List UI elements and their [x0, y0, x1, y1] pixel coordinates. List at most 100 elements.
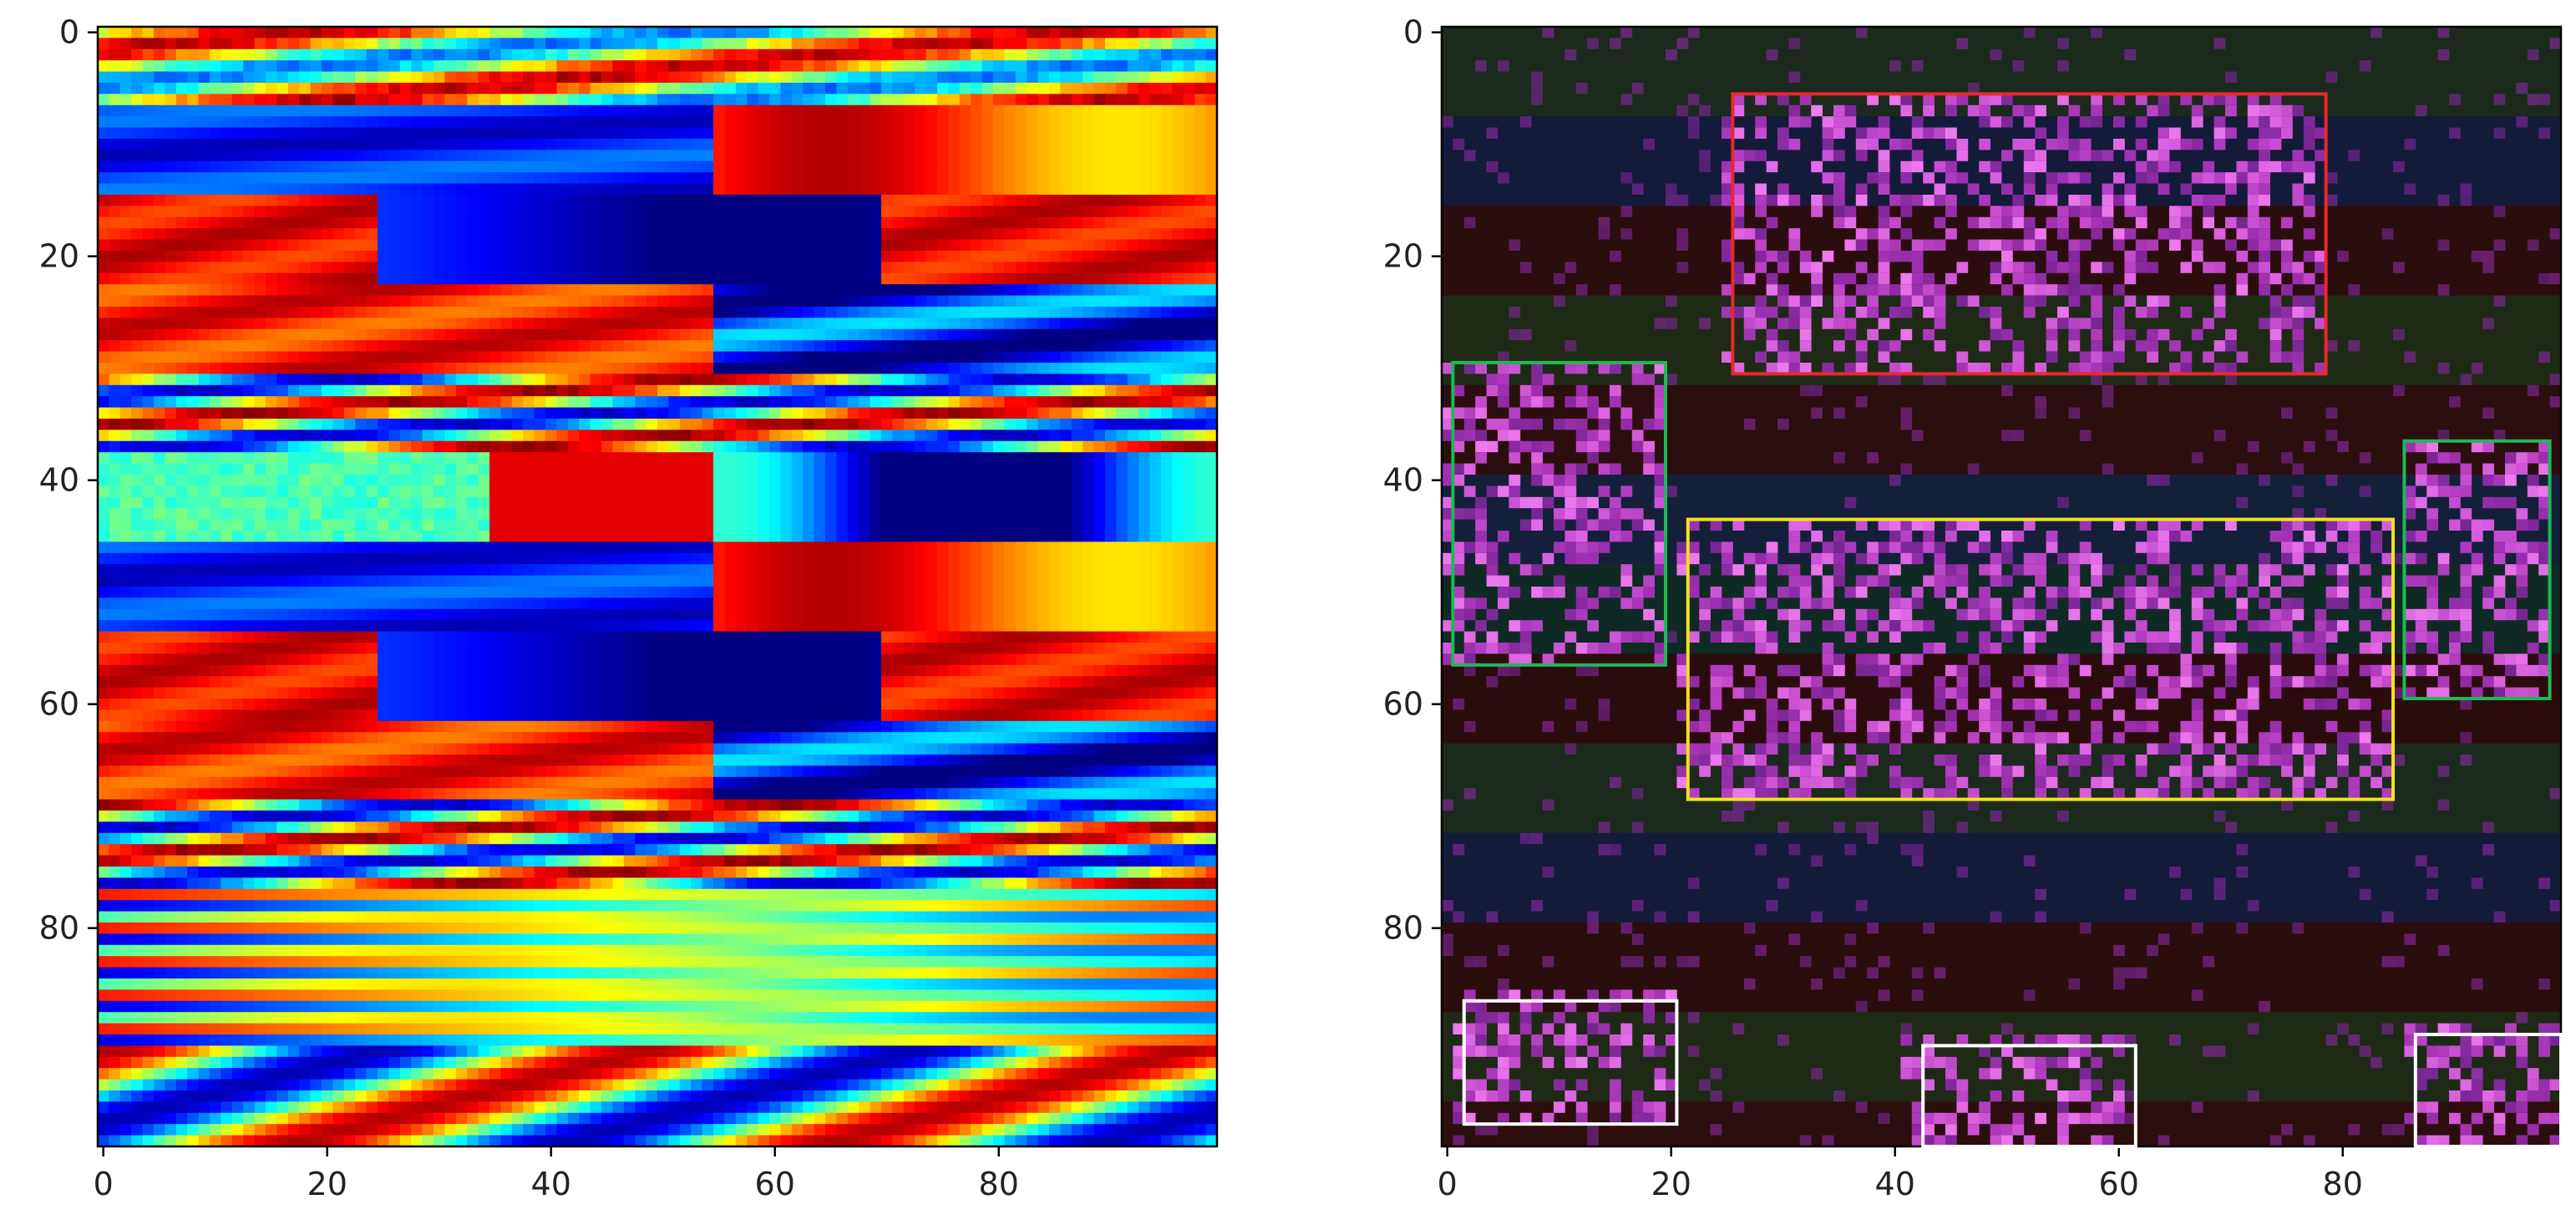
heatmap-cell [859, 239, 871, 252]
heatmap-cell [175, 407, 188, 419]
heatmap-cell [758, 228, 770, 241]
heatmap-cell [881, 564, 893, 577]
heatmap-cell [1161, 519, 1173, 531]
heatmap-cell [198, 564, 210, 577]
heatmap-cell [1015, 48, 1027, 61]
heatmap-cell [959, 272, 971, 285]
heatmap-cell [981, 552, 994, 565]
heatmap-cell [601, 351, 613, 363]
heatmap-cell [165, 564, 177, 577]
heatmap-cell [119, 541, 132, 554]
heatmap-cell [859, 340, 871, 353]
heatmap-cell [713, 60, 725, 73]
heatmap-cell [691, 340, 703, 353]
heatmap-cell [646, 183, 658, 196]
heatmap-cell [981, 272, 994, 285]
heatmap-cell [814, 475, 826, 486]
heatmap-cell [556, 94, 569, 106]
heatmap-cell [847, 351, 860, 363]
heatmap-cell [769, 262, 781, 274]
heatmap-cell [1049, 374, 1061, 386]
heatmap-cell [154, 60, 165, 73]
heatmap-cell [1138, 496, 1151, 509]
heatmap-cell [422, 251, 434, 262]
heatmap-cell [434, 318, 445, 330]
heatmap-cell [971, 228, 983, 241]
heatmap-cell [399, 206, 412, 218]
heatmap-cell [881, 318, 893, 330]
heatmap-cell [1116, 318, 1128, 330]
heatmap-cell [735, 183, 748, 196]
heatmap-cell [780, 307, 793, 318]
heatmap-cell [859, 407, 871, 419]
heatmap-cell [500, 251, 513, 262]
heatmap-cell [1083, 475, 1095, 486]
heatmap-cell [388, 307, 401, 318]
heatmap-cell [601, 429, 613, 442]
heatmap-cell [959, 328, 971, 341]
heatmap-cell [355, 407, 368, 419]
heatmap-cell [310, 150, 322, 162]
heatmap-cell [567, 150, 580, 162]
heatmap-cell [388, 262, 401, 274]
heatmap-cell [657, 340, 669, 353]
heatmap-cell [511, 552, 524, 565]
heatmap-cell [925, 183, 938, 196]
heatmap-cell [601, 440, 613, 453]
heatmap-cell [175, 216, 188, 229]
heatmap-cell [993, 475, 1005, 486]
heatmap-cell [735, 206, 748, 218]
heatmap-cell [422, 104, 434, 117]
heatmap-cell [1149, 419, 1162, 430]
heatmap-cell [175, 251, 188, 262]
heatmap-cell [343, 116, 356, 129]
heatmap-cell [646, 195, 658, 206]
heatmap-cell [646, 419, 658, 430]
heatmap-cell [399, 160, 412, 173]
heatmap-cell [175, 485, 188, 498]
heatmap-cell [1161, 251, 1173, 262]
heatmap-cell [1149, 216, 1162, 229]
heatmap-cell [646, 38, 658, 50]
heatmap-cell [657, 206, 669, 218]
heatmap-cell [254, 552, 266, 565]
heatmap-cell [1194, 351, 1207, 363]
heatmap-cell [1027, 351, 1039, 363]
heatmap-cell [892, 228, 905, 241]
heatmap-cell [847, 262, 860, 274]
heatmap-cell [243, 374, 256, 386]
heatmap-cell [187, 328, 200, 341]
heatmap-cell [119, 116, 132, 129]
heatmap-cell [378, 564, 389, 577]
heatmap-cell [243, 363, 256, 374]
heatmap-cell [702, 27, 714, 38]
heatmap-cell [836, 150, 849, 162]
heatmap-cell [959, 104, 971, 117]
heatmap-cell [523, 396, 535, 409]
heatmap-cell [556, 508, 569, 521]
heatmap-cell [646, 60, 658, 73]
heatmap-cell [635, 475, 647, 486]
heatmap-cell [299, 216, 312, 229]
heatmap-cell [937, 429, 949, 442]
heatmap-cell [1183, 440, 1195, 453]
heatmap-cell [1105, 38, 1117, 50]
heatmap-cell [590, 475, 602, 486]
heatmap-cell [434, 38, 445, 50]
heatmap-cell [1071, 475, 1083, 486]
heatmap-cell [1015, 485, 1027, 498]
heatmap-cell [221, 239, 233, 252]
heatmap-cell [903, 27, 915, 38]
heatmap-cell [724, 94, 737, 106]
heatmap-cell [1027, 183, 1039, 196]
heatmap-cell [679, 419, 692, 430]
heatmap-cell [758, 384, 770, 397]
heatmap-cell [623, 508, 636, 521]
heatmap-cell [545, 318, 557, 330]
heatmap-cell [925, 340, 938, 353]
heatmap-cell [119, 340, 132, 353]
heatmap-cell [993, 340, 1005, 353]
heatmap-cell [1071, 262, 1083, 274]
heatmap-cell [1071, 508, 1083, 521]
heatmap-cell [948, 127, 961, 140]
